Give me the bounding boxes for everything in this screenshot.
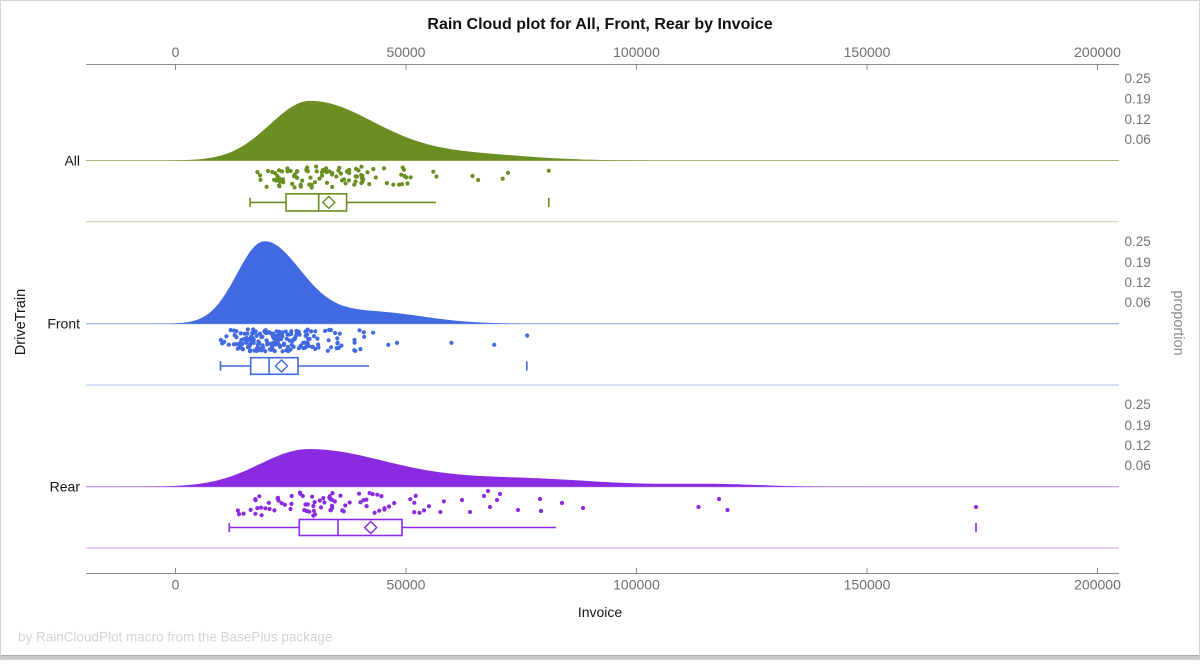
svg-text:200000: 200000: [1074, 577, 1121, 593]
svg-text:50000: 50000: [387, 577, 426, 593]
svg-text:Invoice: Invoice: [578, 604, 623, 620]
svg-text:0.19: 0.19: [1125, 92, 1151, 107]
svg-text:0.19: 0.19: [1125, 255, 1151, 270]
svg-text:0.06: 0.06: [1125, 458, 1151, 473]
svg-text:0.12: 0.12: [1125, 112, 1151, 127]
svg-text:200000: 200000: [1074, 44, 1121, 60]
svg-text:0.06: 0.06: [1125, 295, 1151, 310]
svg-text:150000: 150000: [844, 44, 891, 60]
svg-text:proportion: proportion: [1170, 290, 1186, 355]
svg-text:Rear: Rear: [50, 479, 81, 495]
svg-text:by RainCloudPlot macro from th: by RainCloudPlot macro from the BasePlus…: [18, 630, 332, 645]
svg-text:0.06: 0.06: [1125, 132, 1151, 147]
svg-text:0.25: 0.25: [1125, 397, 1151, 412]
svg-text:0: 0: [172, 577, 180, 593]
svg-text:DriveTrain: DriveTrain: [13, 289, 29, 355]
svg-text:150000: 150000: [844, 577, 891, 593]
svg-text:0.25: 0.25: [1125, 234, 1151, 249]
svg-text:100000: 100000: [613, 577, 660, 593]
svg-text:All: All: [64, 153, 80, 169]
svg-text:0.12: 0.12: [1125, 438, 1151, 453]
svg-text:0.19: 0.19: [1125, 418, 1151, 433]
svg-text:50000: 50000: [387, 44, 426, 60]
svg-text:100000: 100000: [613, 44, 660, 60]
svg-text:0.25: 0.25: [1125, 71, 1151, 86]
svg-text:0.12: 0.12: [1125, 275, 1151, 290]
svg-text:Front: Front: [47, 316, 80, 332]
svg-text:Rain Cloud plot for All, Front: Rain Cloud plot for All, Front, Rear by …: [427, 16, 772, 33]
svg-text:0: 0: [172, 44, 180, 60]
